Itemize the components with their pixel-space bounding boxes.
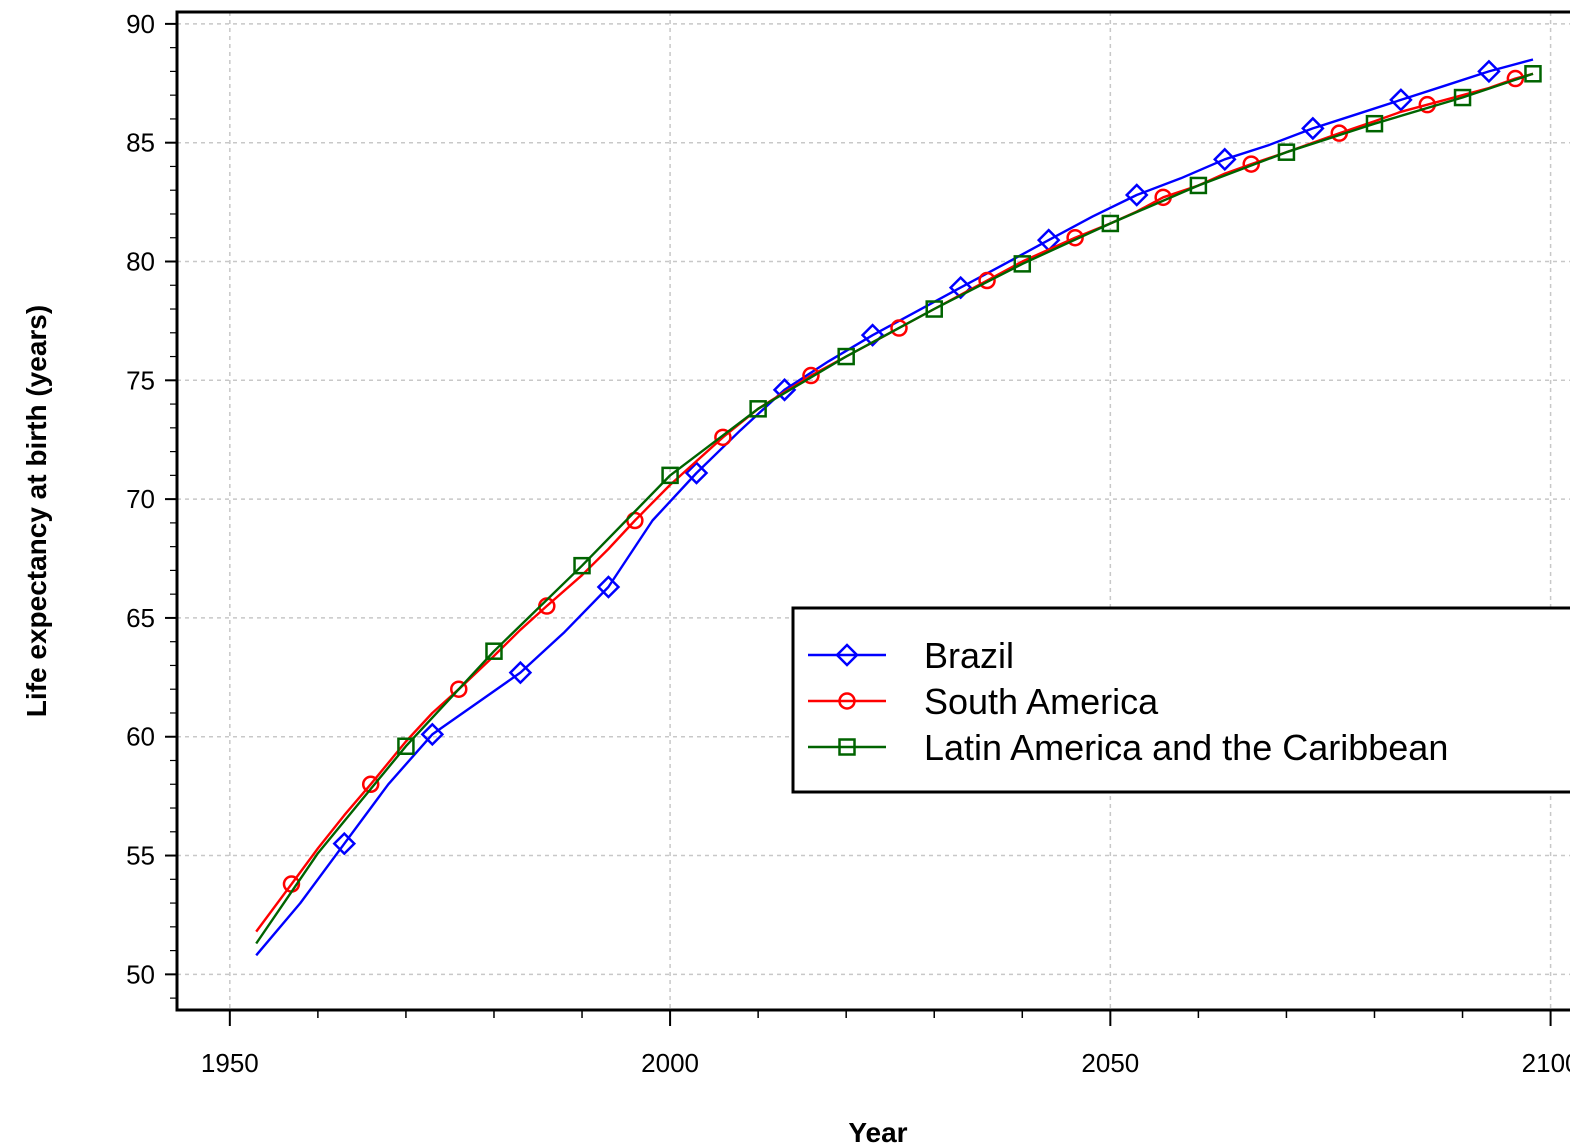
series-line bbox=[255, 72, 1534, 933]
data-point bbox=[420, 722, 445, 747]
data-point bbox=[485, 642, 503, 660]
data-point bbox=[1365, 114, 1384, 133]
grid bbox=[177, 12, 1570, 1010]
y-tick-label: 85 bbox=[126, 128, 155, 158]
data-point bbox=[1013, 255, 1032, 273]
y-tick-label: 55 bbox=[126, 841, 155, 871]
data-point bbox=[925, 300, 943, 318]
data-point bbox=[397, 737, 415, 755]
legend-marker-square-icon bbox=[838, 738, 856, 756]
legend-marker-diamond-icon bbox=[835, 643, 859, 667]
data-point bbox=[684, 461, 709, 485]
data-point bbox=[661, 466, 679, 485]
y-tick-label: 65 bbox=[126, 603, 155, 633]
data-point bbox=[978, 271, 996, 290]
data-point bbox=[714, 428, 732, 447]
data-point bbox=[1453, 88, 1472, 107]
y-tick-label: 75 bbox=[126, 365, 155, 395]
data-point bbox=[1242, 155, 1260, 173]
data-point bbox=[860, 323, 885, 347]
x-tick-label: 2050 bbox=[1081, 1048, 1139, 1078]
y-tick-label: 90 bbox=[126, 9, 155, 39]
data-point bbox=[1213, 147, 1237, 172]
legend-box bbox=[791, 606, 1570, 794]
data-point bbox=[1066, 228, 1084, 247]
data-point bbox=[573, 556, 591, 575]
data-point bbox=[1477, 59, 1501, 84]
data-point bbox=[508, 660, 533, 685]
series-square bbox=[255, 65, 1542, 945]
data-point bbox=[1301, 116, 1325, 141]
plot-frame bbox=[175, 10, 1570, 1012]
x-tick-label: 2100 bbox=[1522, 1048, 1570, 1078]
data-point bbox=[1277, 143, 1296, 161]
data-point bbox=[802, 366, 820, 385]
series-line bbox=[255, 58, 1534, 957]
y-tick-label: 70 bbox=[126, 484, 155, 514]
y-tick-label: 50 bbox=[126, 959, 155, 989]
legend-label: South America bbox=[924, 681, 1159, 722]
y-axis-title: Life expectancy at birth (years) bbox=[21, 305, 52, 717]
data-point bbox=[1124, 183, 1149, 207]
data-point bbox=[450, 680, 468, 698]
axis-ticks: 1950 2000 2050 2100 50 55 60 65 70 75 80 85 90 bbox=[126, 9, 1570, 1078]
y-tick-label: 80 bbox=[126, 247, 155, 277]
data-point bbox=[361, 775, 380, 794]
data-point bbox=[1524, 65, 1542, 83]
data-point bbox=[332, 831, 357, 856]
x-tick-label: 2000 bbox=[641, 1048, 699, 1078]
series-layer bbox=[255, 58, 1542, 957]
series-circle bbox=[255, 69, 1534, 933]
data-point bbox=[890, 319, 908, 337]
legend-marker-circle-icon bbox=[838, 692, 856, 710]
data-point bbox=[1101, 214, 1120, 233]
series-line bbox=[255, 72, 1534, 945]
data-point bbox=[596, 575, 621, 599]
data-point bbox=[1189, 176, 1208, 195]
legend-label: Latin America and the Caribbean bbox=[924, 727, 1448, 768]
data-point bbox=[1389, 88, 1413, 112]
series-diamond bbox=[255, 58, 1534, 957]
data-point bbox=[749, 400, 767, 418]
x-tick-label: 1950 bbox=[201, 1048, 259, 1078]
data-point bbox=[837, 347, 855, 366]
data-point bbox=[1506, 69, 1525, 88]
x-axis-title: Year bbox=[848, 1117, 907, 1147]
legend: Brazil South America Latin America and the… bbox=[791, 606, 1570, 794]
data-point bbox=[948, 275, 973, 300]
data-point bbox=[772, 378, 797, 402]
y-tick-label: 60 bbox=[126, 722, 155, 752]
legend-label: Brazil bbox=[924, 635, 1014, 676]
